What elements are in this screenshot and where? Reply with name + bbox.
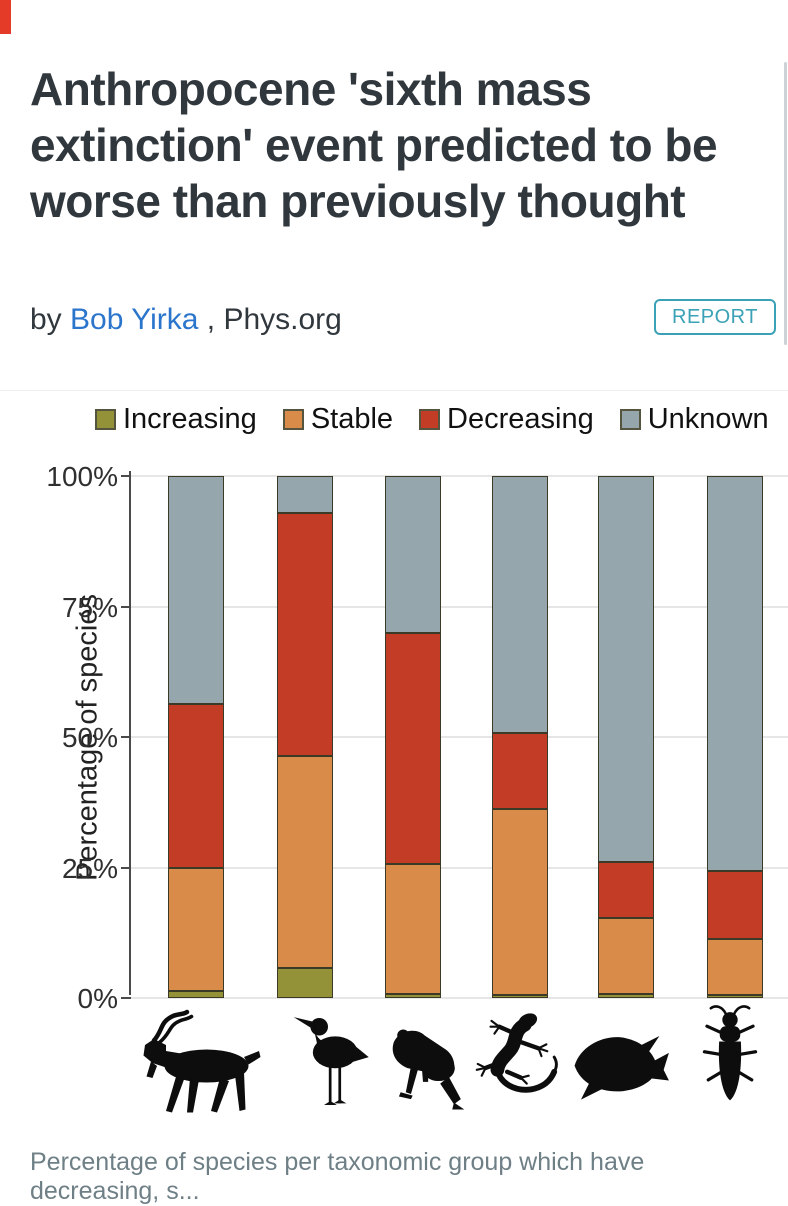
byline: by Bob Yirka , Phys.org — [30, 303, 342, 337]
bar-segment-birds-unknown — [277, 476, 333, 514]
y-tick-label-75: 75% — [61, 591, 118, 623]
chart-legend: Increasing Stable Decreasing Unknown — [95, 403, 769, 436]
bar-segment-insects-stable — [707, 939, 763, 996]
bar-segment-insects-unknown — [707, 476, 763, 872]
plot-area: 100% 75% 50% 25% 0% — [0, 391, 788, 1136]
bar-segment-insects-decreasing — [707, 871, 763, 939]
author-link[interactable]: Bob Yirka — [70, 303, 199, 336]
legend-swatch-unknown — [619, 409, 641, 430]
beetle-icon — [702, 1005, 758, 1101]
y-tick-100 — [121, 475, 131, 477]
antelope-icon — [143, 1009, 261, 1113]
bar-segment-amphibians-stable — [385, 863, 441, 995]
shorebird-icon — [293, 1017, 369, 1106]
bar-segment-birds-increasing — [277, 968, 333, 998]
legend-label-stable: Stable — [310, 403, 394, 435]
bar-segment-mammals-stable — [168, 868, 224, 992]
bar-segment-fishes-decreasing — [598, 861, 654, 919]
legend-swatch-stable — [282, 409, 304, 430]
byline-suffix: , Phys.org — [198, 303, 342, 336]
y-tick-25 — [121, 866, 131, 869]
bar-segment-fishes-unknown — [598, 476, 654, 862]
legend-item-decreasing: Decreasing — [419, 403, 594, 436]
legend-label-unknown: Unknown — [647, 403, 769, 435]
y-tick-label-25: 25% — [61, 852, 118, 884]
gridline-100 — [131, 475, 788, 477]
legend-swatch-increasing — [95, 409, 116, 430]
gridline-50 — [131, 736, 788, 738]
frog-icon — [392, 1029, 465, 1110]
bar-segment-amphibians-decreasing — [385, 633, 441, 864]
corner-red-mark — [0, 0, 11, 34]
bar-segment-birds-stable — [277, 755, 333, 969]
y-tick-0 — [121, 997, 131, 999]
bar-segment-birds-decreasing — [277, 513, 333, 756]
y-tick-label-100: 100% — [46, 461, 118, 492]
fish-icon — [574, 1035, 669, 1100]
y-tick-75 — [121, 605, 131, 608]
bar-segment-amphibians-increasing — [385, 994, 441, 998]
gridline-75 — [131, 605, 788, 608]
byline-prefix: by — [30, 303, 71, 336]
bar-segment-reptiles-increasing — [492, 995, 548, 998]
y-tick-label-0: 0% — [77, 983, 118, 1014]
bar-segment-mammals-unknown — [168, 476, 224, 705]
legend-label-increasing: Increasing — [123, 403, 257, 435]
bar-segment-mammals-increasing — [168, 991, 224, 998]
y-tick-50 — [121, 736, 131, 738]
legend-swatch-decreasing — [419, 409, 441, 430]
gridline-25 — [131, 866, 788, 869]
chart-figure: Increasing Stable Decreasing Unknown Percen… — [0, 390, 788, 1136]
report-button[interactable]: REPORT — [654, 299, 776, 335]
bar-segment-fishes-increasing — [598, 993, 654, 998]
legend-item-stable: Stable — [282, 403, 394, 436]
bar-segment-insects-increasing — [707, 995, 763, 998]
bar-segment-reptiles-decreasing — [492, 732, 548, 810]
page-title: Anthropocene 'sixth mass extinction' eve… — [30, 62, 718, 228]
bar-segment-amphibians-unknown — [385, 476, 441, 634]
legend-item-unknown: Unknown — [619, 403, 769, 436]
figure-caption: Percentage of species per taxonomic grou… — [30, 1148, 645, 1205]
y-tick-label-50: 50% — [61, 722, 118, 753]
legend-item-increasing: Increasing — [95, 403, 257, 436]
bar-segment-reptiles-stable — [492, 809, 548, 996]
scrollbar-thumb[interactable] — [784, 62, 787, 345]
legend-label-decreasing: Decreasing — [447, 403, 594, 435]
gridline-0 — [131, 997, 788, 999]
gecko-icon — [475, 1013, 558, 1093]
y-axis-line — [129, 471, 131, 995]
bar-segment-reptiles-unknown — [492, 476, 548, 733]
bar-segment-fishes-stable — [598, 918, 654, 994]
bar-segment-mammals-decreasing — [168, 704, 224, 869]
